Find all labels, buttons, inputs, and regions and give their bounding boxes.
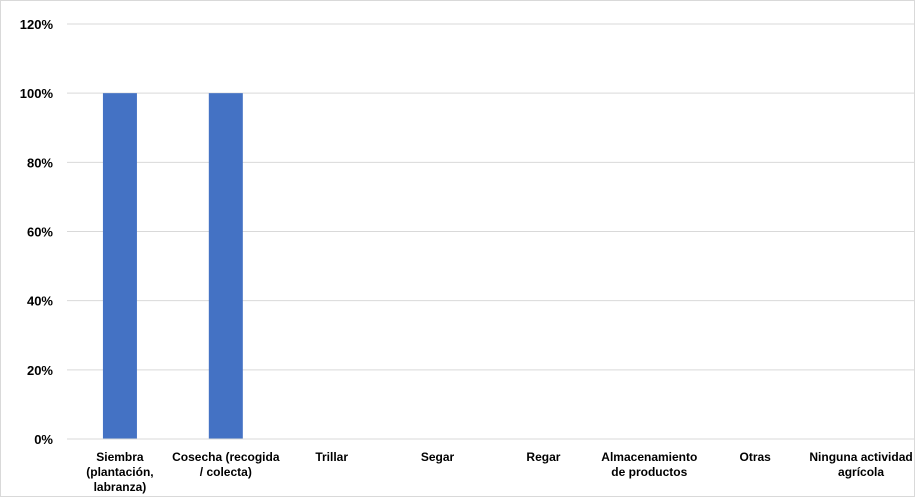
y-tick-label: 20%: [27, 363, 53, 378]
bar: [102, 93, 137, 440]
bars: [102, 93, 243, 440]
x-category-label: Ninguna actividad agrícola: [809, 450, 912, 479]
gridlines: [67, 23, 914, 371]
x-category-label: Otras: [740, 450, 772, 464]
y-tick-label: 100%: [20, 86, 54, 101]
y-tick-label: 60%: [27, 225, 53, 240]
y-axis-tick-labels: 0% 20% 40% 60% 80% 100% 120%: [20, 17, 54, 447]
y-tick-label: 0%: [34, 432, 53, 447]
x-category-label: Cosecha (recogida / colecta): [172, 450, 280, 479]
x-category-label: Regar: [526, 450, 560, 464]
bar: [208, 93, 243, 440]
x-category-label: Siembra (plantación, labranza): [86, 450, 153, 494]
x-axis-category-labels: Siembra (plantación, labranza) Cosecha (rec…: [86, 450, 912, 494]
x-category-label: Trillar: [315, 450, 348, 464]
x-category-label: Segar: [421, 450, 455, 464]
y-tick-label: 40%: [27, 294, 53, 309]
x-category-label: Almacenamiento de productos: [601, 450, 697, 479]
y-tick-label: 120%: [20, 17, 54, 32]
y-tick-label: 80%: [27, 155, 53, 170]
